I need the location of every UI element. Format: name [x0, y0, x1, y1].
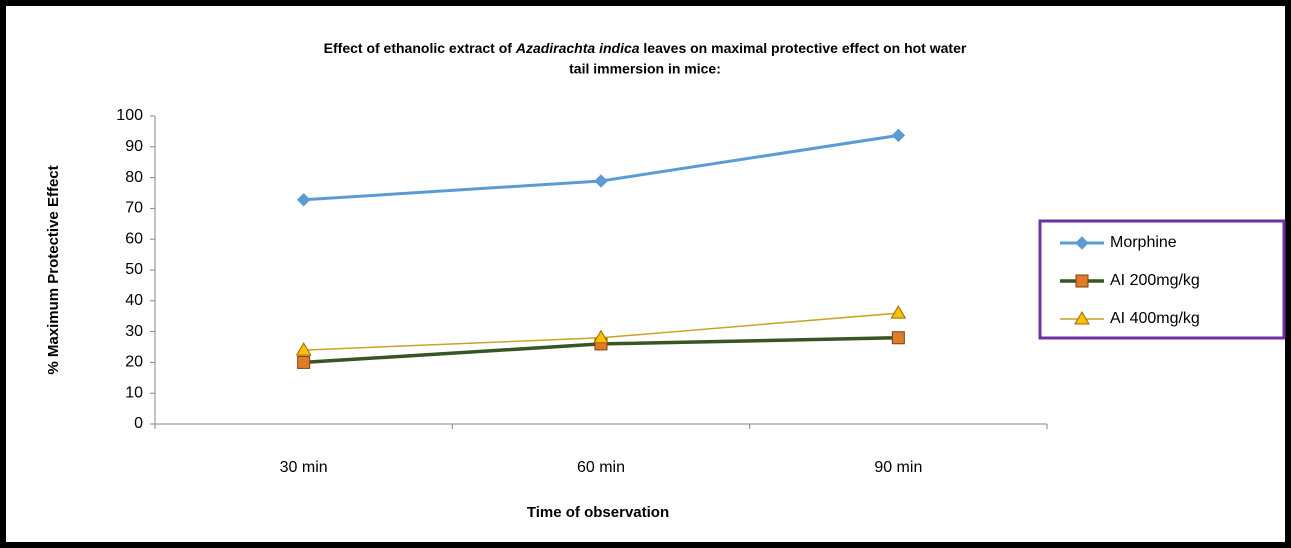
y-tick-label: 50 — [125, 261, 143, 278]
y-tick-label: 40 — [125, 292, 143, 309]
title-part: Effect of ethanolic extract of — [324, 40, 516, 56]
marker — [594, 174, 608, 188]
y-tick-label: 60 — [125, 230, 143, 247]
marker — [593, 329, 609, 344]
legend-label: AI 400mg/kg — [1110, 310, 1200, 327]
marker — [1074, 311, 1090, 325]
x-axis-title: Time of observation — [527, 504, 669, 521]
y-axis-title: % Maximum Protective Effect — [45, 165, 62, 374]
chart-title: Effect of ethanolic extract of Azadirach… — [324, 40, 967, 56]
marker — [296, 193, 311, 207]
y-tick-label: 20 — [125, 354, 143, 371]
y-tick-label: 0 — [134, 415, 143, 432]
y-tick-label: 70 — [125, 200, 143, 217]
marker — [891, 331, 905, 345]
y-tick-label: 10 — [125, 384, 143, 401]
marker — [890, 305, 907, 319]
y-tick-label: 30 — [125, 323, 143, 340]
x-tick-label: 90 min — [874, 459, 922, 476]
marker — [295, 342, 312, 356]
marker — [1075, 274, 1089, 288]
marker — [297, 355, 311, 369]
y-tick-label: 90 — [125, 138, 143, 155]
title-part: Azadirachta indica — [515, 40, 640, 56]
legend-label: AI 200mg/kg — [1110, 272, 1200, 289]
chart-title: tail immersion in mice: — [569, 61, 721, 77]
x-tick-label: 60 min — [577, 459, 625, 476]
title-part: leaves on maximal protective effect on h… — [640, 40, 967, 56]
marker — [1075, 236, 1089, 250]
x-tick-label: 30 min — [280, 459, 328, 476]
marker — [891, 128, 906, 143]
legend-label: Morphine — [1110, 234, 1177, 251]
y-tick-label: 80 — [125, 169, 143, 186]
y-tick-label: 100 — [116, 107, 143, 124]
